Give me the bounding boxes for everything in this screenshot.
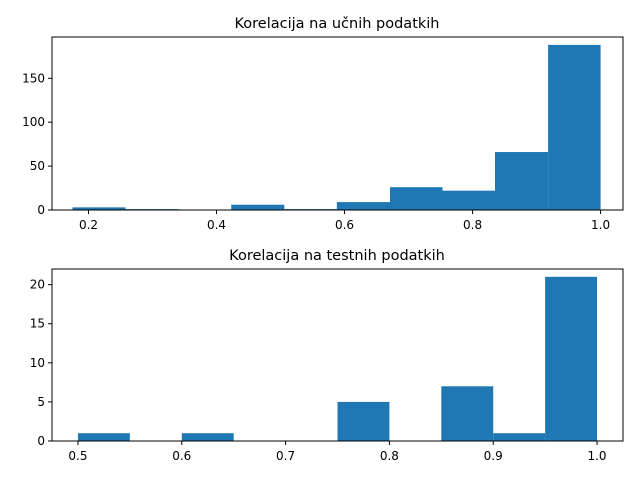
y-axis-ticks: 0 5 10 15 20	[30, 278, 52, 448]
x-tick-label: 0.6	[172, 449, 191, 463]
x-tick-label: 0.9	[484, 449, 503, 463]
y-tick-label: 5	[37, 395, 45, 409]
histogram-bar	[337, 202, 390, 210]
chart-title: Korelacija na testnih podatkih	[229, 248, 445, 264]
histogram-bar	[390, 187, 442, 210]
histogram-bar	[548, 45, 600, 210]
histogram-bar	[441, 386, 493, 441]
y-tick-label: 0	[37, 203, 45, 217]
y-tick-label: 10	[30, 356, 45, 370]
x-tick-label: 0.6	[335, 218, 354, 232]
y-tick-label: 15	[30, 317, 45, 331]
histogram-bar	[182, 433, 234, 441]
chart-train-correlation: Korelacija na učnih podatkih 0.2 0.4 0.6 0.…	[22, 16, 623, 232]
histogram-bar	[442, 191, 494, 210]
x-tick-label: 0.7	[276, 449, 295, 463]
x-tick-label: 0.2	[79, 218, 98, 232]
chart-title: Korelacija na učnih podatkih	[235, 16, 440, 32]
histogram-bar	[338, 402, 390, 441]
y-tick-label: 100	[22, 115, 45, 129]
y-tick-label: 0	[37, 434, 45, 448]
histogram-bar	[78, 433, 130, 441]
bars	[72, 45, 600, 210]
x-axis-ticks: 0.5 0.6 0.7 0.8 0.9 1.0	[68, 441, 606, 463]
x-tick-label: 1.0	[591, 218, 610, 232]
histogram-bar	[231, 205, 284, 210]
chart-test-correlation: Korelacija na testnih podatkih 0.5 0.6 0.7…	[30, 248, 623, 463]
histogram-bar	[493, 433, 545, 441]
x-tick-label: 1.0	[587, 449, 606, 463]
histogram-bar	[545, 277, 597, 441]
y-tick-label: 150	[22, 71, 45, 85]
histogram-bar	[495, 152, 548, 210]
y-tick-label: 20	[30, 278, 45, 292]
x-tick-label: 0.8	[380, 449, 399, 463]
y-axis-ticks: 0 50 100 150	[22, 71, 52, 217]
bars	[78, 277, 597, 441]
y-tick-label: 50	[30, 159, 45, 173]
x-tick-label: 0.8	[463, 218, 482, 232]
x-axis-ticks: 0.2 0.4 0.6 0.8 1.0	[79, 210, 610, 232]
x-tick-label: 0.4	[207, 218, 226, 232]
x-tick-label: 0.5	[68, 449, 87, 463]
